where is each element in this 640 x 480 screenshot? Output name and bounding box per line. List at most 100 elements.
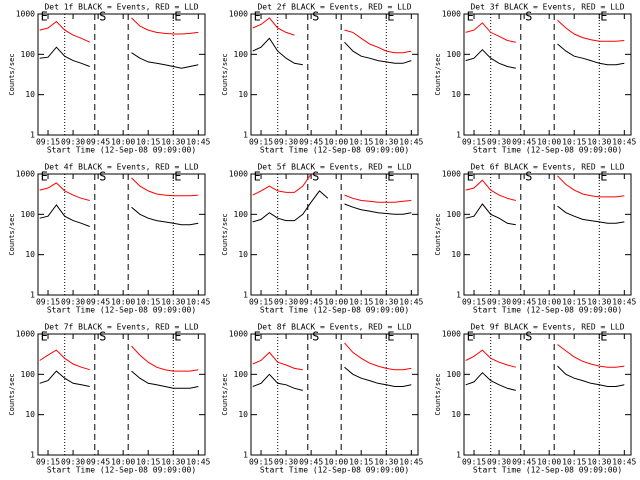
y-tick-label: 1 (30, 291, 35, 300)
x-axis-label: Start Time (12-Sep-08 09:09:00) (473, 146, 622, 155)
x-tick-label: 10:30 (161, 138, 185, 147)
x-axis-label: Start Time (12-Sep-08 09:09:00) (47, 146, 196, 155)
annotation: E (254, 330, 261, 344)
chart-title: Det 3f BLACK = Events, RED = LLD (470, 3, 624, 12)
x-tick-label: 09:30 (61, 458, 85, 467)
series-line (465, 344, 625, 368)
y-axis-label: Counts/sec (221, 373, 229, 415)
y-tick-label: 1000 (229, 330, 248, 339)
annotation: S (525, 10, 532, 24)
x-axis-label: Start Time (12-Sep-08 09:09:00) (473, 306, 622, 315)
x-axis-label: Start Time (12-Sep-08 09:09:00) (47, 306, 196, 315)
annotation: E (387, 330, 394, 344)
x-tick-label: 10:00 (111, 298, 135, 307)
series-line (39, 46, 199, 69)
series-line (39, 17, 199, 43)
x-tick-label: 09:15 (249, 138, 273, 147)
y-tick-label: 1 (456, 291, 461, 300)
x-tick-label: 10:30 (587, 138, 611, 147)
series-line (39, 177, 199, 201)
y-tick-label: 100 (447, 210, 462, 219)
x-tick-label: 09:15 (36, 458, 60, 467)
annotation: E (600, 10, 607, 24)
x-tick-label: 10:45 (612, 298, 636, 307)
x-tick-label: 09:15 (36, 298, 60, 307)
x-axis-label: Start Time (12-Sep-08 09:09:00) (47, 466, 196, 475)
x-tick-label: 10:15 (349, 298, 373, 307)
x-tick-label: 09:15 (462, 138, 486, 147)
x-tick-label: 10:15 (349, 458, 373, 467)
y-tick-label: 1000 (16, 330, 35, 339)
series-line (252, 366, 412, 391)
x-tick-label: 10:00 (537, 298, 561, 307)
annotation: E (174, 330, 181, 344)
x-tick-label: 09:30 (487, 298, 511, 307)
x-tick-label: 09:30 (274, 458, 298, 467)
y-tick-label: 10 (451, 250, 461, 259)
annotation: E (467, 10, 474, 24)
series-line (465, 19, 625, 43)
y-tick-label: 10 (238, 250, 248, 259)
y-tick-label: 1 (243, 291, 248, 300)
x-tick-label: 10:15 (562, 138, 586, 147)
x-tick-label: 09:15 (462, 298, 486, 307)
y-tick-label: 100 (234, 370, 249, 379)
y-tick-label: 1 (243, 451, 248, 460)
y-tick-label: 1000 (442, 330, 461, 339)
annotation: S (312, 10, 319, 24)
x-tick-label: 09:15 (36, 138, 60, 147)
x-tick-label: 09:30 (487, 458, 511, 467)
y-tick-label: 100 (21, 50, 36, 59)
x-tick-label: 10:00 (324, 138, 348, 147)
x-tick-label: 10:45 (612, 138, 636, 147)
annotation: E (600, 170, 607, 184)
series-line (465, 203, 625, 226)
plot-frame (463, 173, 632, 296)
chart-title: Det 5f BLACK = Events, RED = LLD (257, 163, 411, 172)
x-tick-label: 09:45 (512, 458, 536, 467)
annotation: S (525, 170, 532, 184)
y-axis-label: Counts/sec (8, 53, 16, 95)
y-tick-label: 1000 (442, 10, 461, 19)
x-tick-label: 09:45 (512, 298, 536, 307)
y-tick-label: 1 (30, 451, 35, 460)
annotation: E (174, 10, 181, 24)
y-tick-label: 1 (30, 131, 35, 140)
x-tick-label: 10:15 (562, 298, 586, 307)
x-tick-label: 10:00 (537, 458, 561, 467)
x-tick-label: 09:30 (61, 138, 85, 147)
x-tick-label: 09:15 (249, 298, 273, 307)
x-tick-label: 10:45 (399, 458, 423, 467)
plot-frame (250, 13, 419, 136)
x-tick-label: 09:45 (86, 458, 110, 467)
x-tick-label: 10:45 (186, 458, 210, 467)
annotation: S (312, 170, 319, 184)
x-tick-label: 10:30 (374, 138, 398, 147)
annotation: S (99, 10, 106, 24)
x-tick-label: 10:00 (324, 458, 348, 467)
y-tick-label: 10 (451, 90, 461, 99)
x-axis-label: Start Time (12-Sep-08 09:09:00) (260, 306, 409, 315)
series-line (252, 173, 412, 203)
x-tick-label: 09:45 (299, 298, 323, 307)
annotation: E (254, 10, 261, 24)
y-tick-label: 100 (234, 210, 249, 219)
x-tick-label: 10:15 (136, 458, 160, 467)
y-tick-label: 1 (243, 131, 248, 140)
x-tick-label: 09:15 (462, 458, 486, 467)
x-tick-label: 10:15 (136, 298, 160, 307)
x-tick-label: 10:30 (374, 298, 398, 307)
annotation: S (312, 330, 319, 344)
annotation: S (525, 330, 532, 344)
annotation: E (387, 10, 394, 24)
annotation: E (600, 330, 607, 344)
y-tick-label: 10 (25, 90, 35, 99)
y-axis-label: Counts/sec (8, 373, 16, 415)
y-axis-label: Counts/sec (434, 373, 442, 415)
annotation: E (174, 170, 181, 184)
annotation: E (41, 10, 48, 24)
x-tick-label: 10:00 (324, 298, 348, 307)
x-axis-label: Start Time (12-Sep-08 09:09:00) (473, 466, 622, 475)
annotation: E (41, 170, 48, 184)
